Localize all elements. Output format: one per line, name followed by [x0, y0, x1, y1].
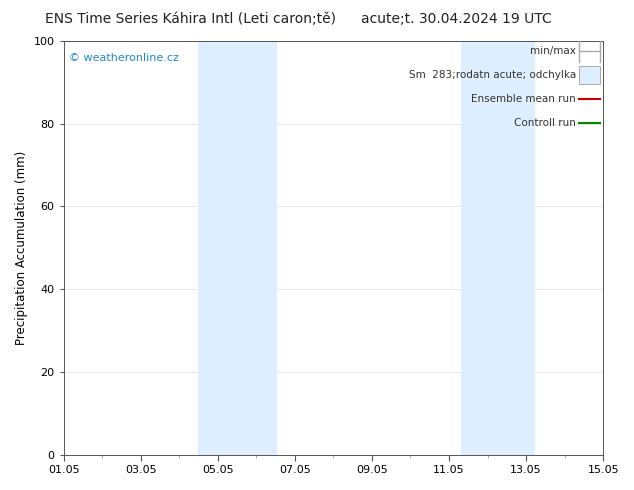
Text: Sm  283;rodatn acute; odchylka: Sm 283;rodatn acute; odchylka	[409, 71, 576, 80]
Point	[98, 448, 106, 454]
Bar	[460, 41, 534, 455]
Text: Ensemble mean run: Ensemble mean run	[472, 95, 576, 104]
Bar	[198, 41, 276, 455]
Point	[96, 448, 104, 454]
Point	[98, 448, 106, 454]
Text: ENS Time Series Káhira Intl (Leti caron;tě): ENS Time Series Káhira Intl (Leti caron;…	[45, 12, 335, 26]
Point	[96, 448, 104, 454]
Y-axis label: Precipitation Accumulation (mm): Precipitation Accumulation (mm)	[15, 151, 28, 345]
Text: min/max: min/max	[530, 47, 576, 56]
Text: acute;t. 30.04.2024 19 UTC: acute;t. 30.04.2024 19 UTC	[361, 12, 552, 26]
Text: Controll run: Controll run	[514, 119, 576, 128]
Point	[98, 447, 106, 453]
Point	[96, 447, 104, 453]
Point	[98, 448, 106, 454]
Text: © weatheronline.cz: © weatheronline.cz	[69, 53, 179, 64]
Point	[96, 447, 104, 453]
Point	[98, 447, 106, 453]
Point	[96, 448, 104, 454]
Bar	[579, 66, 600, 84]
